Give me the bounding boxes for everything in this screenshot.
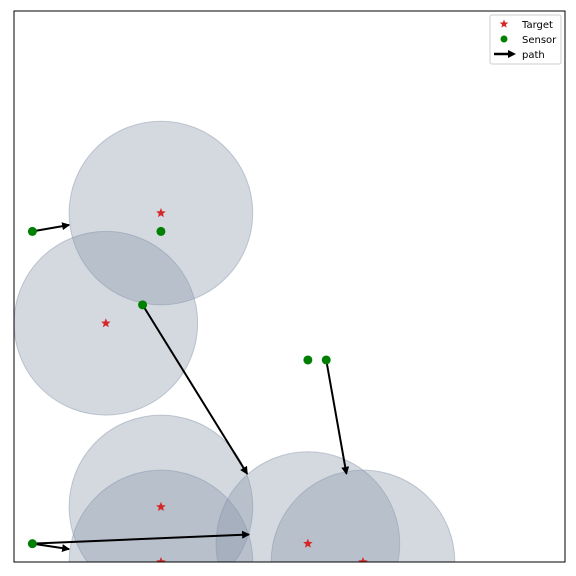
target-markers [101,208,368,562]
path-arrow-1 [141,304,249,475]
legend-arrowhead-icon [508,50,516,58]
sensor-point-2 [138,300,148,310]
axes-frame [13,10,566,563]
path-arrow-0 [32,222,71,233]
target-point-2 [156,501,166,511]
target-point-3 [156,557,166,562]
target-point-0 [156,208,166,218]
legend-target-entry: Target [499,19,553,31]
target-point-5 [358,557,368,562]
target-point-4 [303,538,313,548]
axes-background [14,11,565,562]
sensor-point-0 [27,226,37,236]
sensor-point-3 [303,355,313,365]
legend: Target Sensor path [489,14,562,65]
path-arrow-2 [325,359,350,475]
legend-target-label: Target [521,20,553,31]
legend-path-entry: path [494,50,545,61]
legend-sensor-entry: Sensor [500,35,557,46]
target-point-1 [101,318,111,328]
legend-sensor-label: Sensor [522,35,557,46]
legend-dot-icon [500,35,508,43]
sensor-point-4 [321,355,331,365]
legend-star-icon [499,19,509,28]
coverage-circle-4 [215,451,401,562]
sensor-markers [27,226,331,549]
path-arrow-3 [32,530,251,545]
sensor-point-5 [27,539,37,549]
coverage-circle-2 [68,414,254,562]
path-arrow-4 [32,542,71,553]
legend-box [489,14,562,65]
legend-path-label: path [522,50,545,61]
sensor-point-1 [156,226,166,236]
path-arrows [32,222,350,553]
